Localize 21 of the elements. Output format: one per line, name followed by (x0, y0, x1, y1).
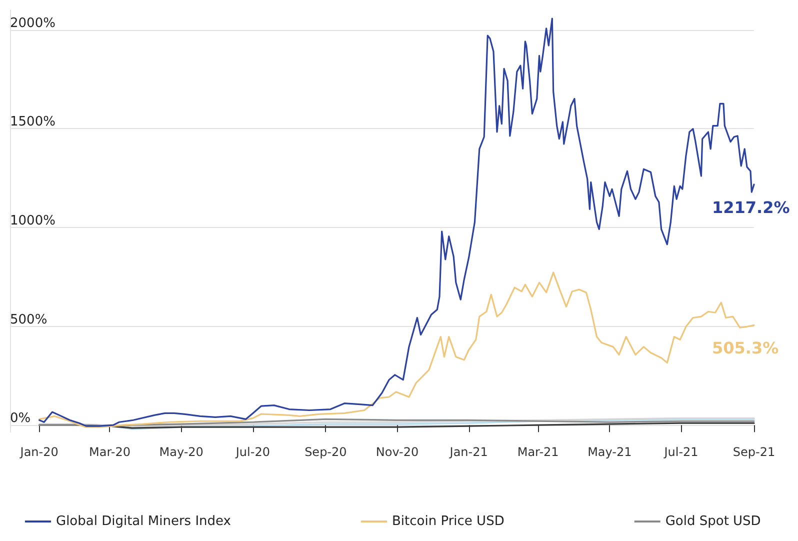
x-tick-label: Jul-20 (234, 445, 270, 459)
x-tick-label: Sep-20 (304, 445, 347, 459)
x-tick-label: Mar-21 (517, 445, 559, 459)
x-tick-label: Mar-20 (89, 445, 130, 459)
y-tick-label: 1500% (10, 114, 56, 130)
legend-label: Global Digital Miners Index (56, 514, 232, 529)
x-tick-label: Sep-21 (732, 445, 776, 459)
y-tick-label: 2000% (10, 16, 56, 31)
x-tick-label: Jan-20 (19, 445, 58, 459)
legend-label: Bitcoin Price USD (392, 514, 504, 529)
y-tick-label: 0% (10, 411, 31, 426)
x-tick-label: Jul-21 (663, 445, 698, 459)
x-tick-label: Nov-20 (376, 445, 419, 459)
y-tick-label: 1000% (10, 213, 56, 228)
annotation: 505.3% (712, 338, 779, 358)
x-tick-label: May-21 (588, 445, 632, 459)
x-tick-label: May-20 (159, 445, 204, 459)
x-tick-label: Jan-21 (448, 445, 488, 459)
annotation: 1217.2% (712, 198, 790, 217)
y-tick-label: 500% (10, 312, 48, 328)
legend-label: Gold Spot USD (665, 514, 761, 529)
